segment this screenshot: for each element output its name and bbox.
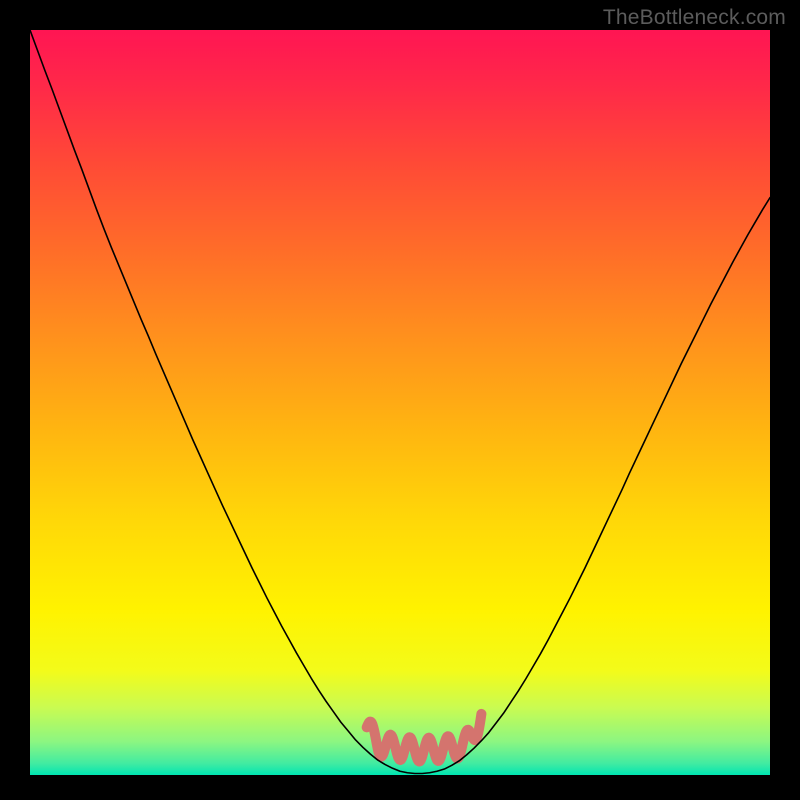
plot-background (30, 30, 770, 775)
plot-svg (30, 30, 770, 775)
watermark-text: TheBottleneck.com (603, 6, 786, 30)
plot-area (30, 30, 770, 775)
chart-stage: TheBottleneck.com (0, 0, 800, 800)
